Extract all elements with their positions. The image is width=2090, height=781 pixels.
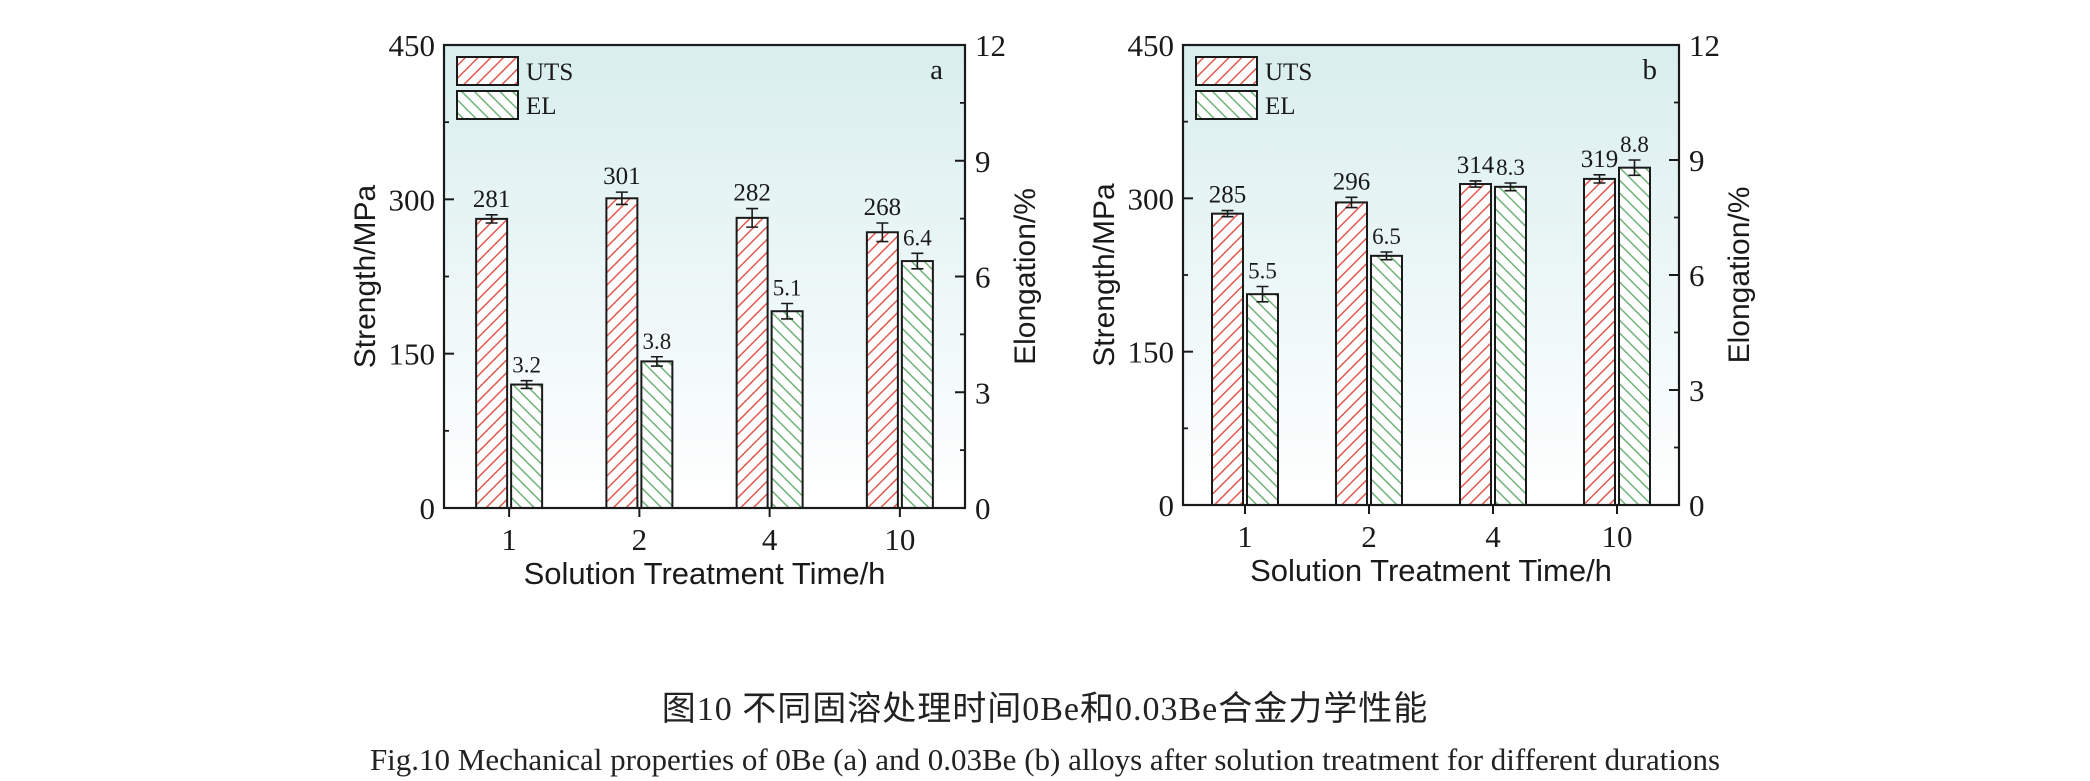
error-bar-uts-10 (1593, 174, 1606, 184)
tick-label-left-150: 150 (1128, 335, 1175, 370)
tick-label-right-9: 9 (975, 144, 991, 179)
bar-el-4 (1494, 185, 1527, 506)
bar-el-1 (510, 383, 544, 509)
tick-label-left-300: 300 (1128, 181, 1175, 216)
error-bar-el-1 (1256, 285, 1269, 303)
tick-label-x-10: 10 (884, 522, 915, 557)
bar-uts-2 (605, 197, 639, 509)
data-label-uts-1: 285 (1209, 182, 1247, 209)
tick-label-x-2: 2 (1361, 519, 1377, 554)
data-label-el-2: 6.5 (1372, 224, 1401, 249)
data-label-uts-10: 268 (864, 194, 902, 221)
chart-panel-a: 2813012822683.23.85.16.40150300450036912… (349, 28, 1042, 591)
figure-canvas: 2813012822683.23.85.16.40150300450036912… (349, 28, 1756, 591)
error-bar-uts-2 (615, 191, 628, 206)
legend-swatch-uts (456, 56, 519, 86)
legend-label-uts: UTS (1265, 59, 1312, 86)
error-bar-el-1 (520, 379, 533, 390)
y-axis-title-left: Strength/MPa (1088, 183, 1121, 367)
bar-uts-2 (1335, 201, 1368, 507)
x-axis-title: Solution Treatment Time/h (1250, 553, 1612, 588)
bar-el-4 (770, 310, 804, 509)
data-label-uts-4: 314 (1457, 152, 1495, 179)
bar-el-10 (1618, 166, 1651, 507)
error-bar-el-4 (781, 302, 794, 320)
bar-el-2 (1370, 254, 1403, 506)
error-bar-el-10 (911, 252, 924, 270)
tick-label-right-9: 9 (1689, 143, 1705, 178)
tick-label-left-0: 0 (1159, 488, 1175, 523)
tick-label-left-300: 300 (389, 182, 436, 217)
tick-label-left-0: 0 (420, 491, 436, 526)
bar-uts-4 (1459, 183, 1492, 506)
bar-uts-1 (1211, 212, 1244, 507)
panel-label: a (930, 54, 943, 86)
y-axis-title-right: Elongation/% (1009, 188, 1042, 365)
tick-label-x-4: 4 (1485, 519, 1501, 554)
tick-label-left-450: 450 (1128, 28, 1175, 63)
tick-label-x-4: 4 (762, 522, 778, 557)
y-axis-title-right: Elongation/% (1723, 187, 1756, 364)
bar-el-2 (640, 360, 674, 509)
tick-label-right-0: 0 (1689, 488, 1705, 523)
tick-label-x-1: 1 (501, 522, 517, 557)
tick-label-right-6: 6 (1689, 258, 1705, 293)
bar-el-1 (1246, 293, 1279, 506)
data-label-el-2: 3.8 (643, 329, 672, 354)
tick-label-right-12: 12 (1689, 28, 1720, 63)
data-label-el-1: 5.5 (1248, 259, 1277, 284)
error-bar-uts-10 (876, 222, 889, 243)
tick-label-right-12: 12 (975, 28, 1006, 63)
panel-label: b (1643, 54, 1658, 86)
y-axis-title-left: Strength/MPa (349, 184, 382, 368)
error-bar-uts-1 (485, 213, 498, 224)
legend-swatch-uts (1195, 56, 1258, 86)
legend-label-el: EL (1265, 93, 1296, 120)
error-bar-el-2 (1380, 251, 1393, 261)
error-bar-el-10 (1628, 159, 1641, 177)
figure-caption-english: Fig.10 Mechanical properties of 0Be (a) … (369, 742, 1721, 777)
tick-label-right-3: 3 (975, 375, 991, 410)
tick-label-left-450: 450 (389, 28, 436, 63)
bar-uts-1 (475, 217, 509, 509)
legend-label-uts: UTS (526, 59, 573, 86)
data-label-uts-1: 281 (473, 186, 511, 213)
data-label-uts-2: 296 (1333, 168, 1371, 195)
data-label-uts-10: 319 (1581, 146, 1619, 173)
error-bar-el-2 (650, 355, 663, 367)
legend-swatch-el (456, 90, 519, 120)
tick-label-right-3: 3 (1689, 373, 1705, 408)
x-axis-title: Solution Treatment Time/h (524, 556, 886, 591)
bar-uts-10 (865, 231, 899, 509)
error-bar-uts-4 (1469, 180, 1482, 188)
data-label-el-4: 8.3 (1496, 155, 1525, 180)
error-bar-uts-1 (1221, 209, 1234, 218)
data-label-el-10: 8.8 (1620, 132, 1649, 157)
tick-label-right-6: 6 (975, 260, 991, 295)
figure-caption-chinese: 图10 不同固溶处理时间0Be和0.03Be合金力学性能 (661, 691, 1429, 728)
data-label-el-1: 3.2 (512, 353, 541, 378)
data-label-uts-2: 301 (603, 163, 641, 190)
data-label-uts-4: 282 (733, 180, 771, 207)
tick-label-x-2: 2 (632, 522, 648, 557)
error-bar-uts-2 (1345, 196, 1358, 209)
legend-label-el: EL (526, 93, 557, 120)
data-label-el-4: 5.1 (773, 276, 802, 301)
tick-label-x-10: 10 (1602, 519, 1633, 554)
tick-label-right-0: 0 (975, 491, 991, 526)
bar-el-10 (900, 260, 934, 510)
tick-label-x-1: 1 (1237, 519, 1253, 554)
legend-swatch-el (1195, 90, 1258, 120)
error-bar-uts-4 (746, 207, 759, 228)
bar-uts-4 (735, 216, 769, 509)
error-bar-el-4 (1504, 182, 1517, 192)
data-label-el-10: 6.4 (903, 225, 932, 250)
tick-label-left-150: 150 (389, 337, 436, 372)
bar-uts-10 (1583, 177, 1616, 507)
